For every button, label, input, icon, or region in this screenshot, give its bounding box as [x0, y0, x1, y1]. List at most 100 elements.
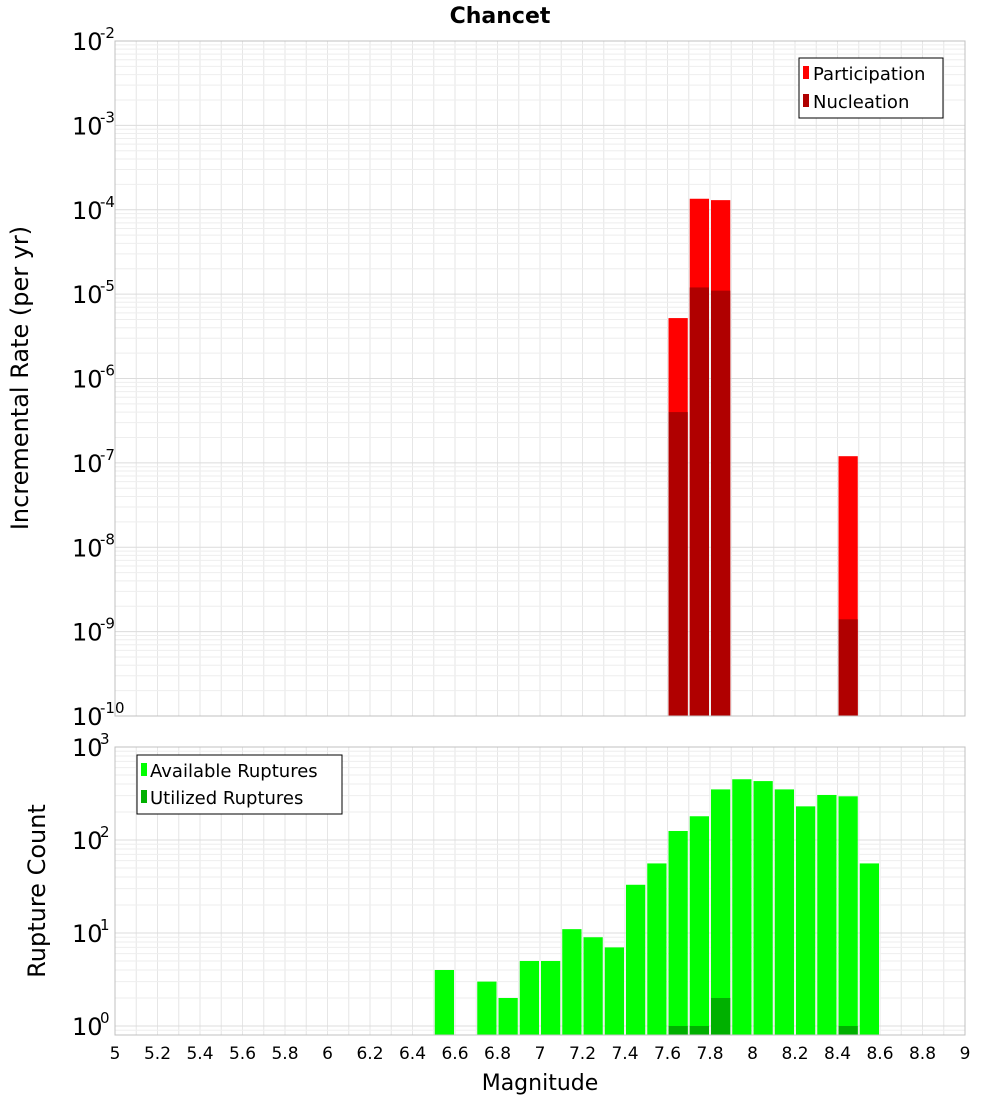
top-y-tick-label: 10 — [72, 366, 103, 394]
legend-swatch-available — [141, 763, 147, 776]
top-bar-nucleation — [838, 619, 858, 716]
top-y-tick-exponent: -4 — [100, 193, 115, 211]
x-tick-label: 5.2 — [144, 1044, 171, 1064]
top-y-tick-label: 10 — [72, 534, 103, 562]
bottom-bar-available-ruptures — [604, 947, 624, 1035]
top-legend-box — [798, 57, 944, 119]
bottom-bar-available-ruptures — [541, 960, 561, 1035]
bottom-bars — [434, 779, 879, 1035]
legend-label-nucleation: Nucleation — [813, 92, 909, 113]
x-ticks: 5 5.2 5.4 5.6 5.8 6 6.2 6.4 6.6 6.8 7 7.2 7.4 7.6 7.8 8… — [110, 1044, 971, 1064]
bottom-y-tick-exponent: 2 — [100, 823, 110, 841]
top-y-tick-label: 10 — [72, 450, 103, 478]
x-tick-label: 8.2 — [781, 1044, 808, 1064]
legend-swatch-utilized — [141, 790, 147, 803]
bottom-bar-available-ruptures — [753, 781, 773, 1035]
legend-label-available: Available Ruptures — [150, 761, 318, 782]
bottom-bar-available-ruptures — [774, 789, 794, 1035]
top-bar-nucleation — [711, 290, 731, 716]
x-tick-label: 6.8 — [484, 1044, 511, 1064]
x-tick-label: 8 — [747, 1044, 758, 1064]
x-tick-label: 6.4 — [399, 1044, 426, 1064]
bottom-bar-available-ruptures — [498, 997, 518, 1035]
bottom-y-tick-label: 10 — [72, 920, 103, 948]
x-tick-label: 7.4 — [611, 1044, 638, 1064]
x-tick-label: 5.4 — [186, 1044, 213, 1064]
x-tick-label: 8.8 — [909, 1044, 936, 1064]
top-y-tick-label: 10 — [72, 28, 103, 56]
legend-swatch-participation — [803, 66, 809, 79]
top-bar-nucleation — [689, 287, 709, 716]
bottom-bar-available-ruptures — [647, 863, 667, 1035]
x-axis-label: Magnitude — [482, 1071, 599, 1096]
bottom-y-tick-label: 10 — [72, 1013, 103, 1041]
bottom-y-tick-exponent: 3 — [100, 730, 110, 748]
chart-title: Chancet — [450, 4, 551, 29]
bottom-bar-utilized-ruptures — [668, 1025, 688, 1035]
bottom-bar-available-ruptures — [519, 960, 539, 1035]
bottom-bar-available-ruptures — [817, 794, 837, 1035]
bottom-bar-available-ruptures — [859, 863, 879, 1035]
bottom-bar-available-ruptures — [477, 981, 497, 1035]
bottom-legend-box — [136, 754, 343, 815]
bottom-bar-available-ruptures — [583, 937, 603, 1035]
bottom-y-tick-exponent: 0 — [100, 1009, 110, 1027]
bottom-y-tick-exponent: 1 — [100, 916, 110, 934]
bottom-bar-available-ruptures — [838, 796, 858, 1035]
bottom-bar-utilized-ruptures — [689, 1025, 709, 1035]
x-tick-label: 5.8 — [271, 1044, 298, 1064]
bottom-y-tick-label: 10 — [72, 734, 103, 762]
bottom-bar-utilized-ruptures — [838, 1025, 858, 1035]
bottom-y-tick-label: 10 — [72, 827, 103, 855]
x-tick-label: 6 — [322, 1044, 333, 1064]
top-y-tick-label: 10 — [72, 112, 103, 140]
bottom-plot-frame — [114, 746, 966, 1036]
top-y-tick-exponent: -6 — [100, 362, 115, 380]
top-grid — [114, 41, 966, 717]
x-tick-label: 5 — [110, 1044, 121, 1064]
top-y-tick-label: 10 — [72, 197, 103, 225]
bottom-y-axis-label: Rupture Count — [23, 804, 51, 978]
top-y-tick-exponent: -3 — [100, 108, 115, 126]
top-y-tick-label: 10 — [72, 619, 103, 647]
bottom-bar-available-ruptures — [732, 779, 752, 1035]
top-bars — [668, 198, 858, 717]
top-plot-frame — [114, 40, 966, 717]
top-y-tick-exponent: -7 — [100, 446, 115, 464]
x-tick-label: 9 — [960, 1044, 971, 1064]
x-tick-label: 8.4 — [824, 1044, 851, 1064]
legend-label-utilized: Utilized Ruptures — [150, 788, 303, 809]
legend-swatch-nucleation — [803, 94, 809, 107]
top-y-tick-exponent: -8 — [100, 530, 115, 548]
bottom-bar-available-ruptures — [796, 806, 816, 1035]
top-y-tick-exponent: -5 — [100, 277, 115, 295]
bottom-bar-available-ruptures — [434, 969, 454, 1035]
x-tick-label: 6.2 — [356, 1044, 383, 1064]
x-tick-label: 6.6 — [441, 1044, 468, 1064]
top-y-tick-label: 10 — [72, 703, 103, 731]
bottom-bar-available-ruptures — [689, 816, 709, 1035]
bottom-legend: Available Ruptures Utilized Ruptures — [136, 754, 343, 815]
legend-label-participation: Participation — [813, 64, 925, 85]
bottom-bar-utilized-ruptures — [711, 997, 731, 1035]
top-y-tick-exponent: -9 — [100, 615, 115, 633]
bottom-bar-available-ruptures — [626, 884, 646, 1035]
bottom-bar-available-ruptures — [562, 929, 582, 1035]
x-tick-label: 7 — [535, 1044, 546, 1064]
top-bar-nucleation — [668, 412, 688, 716]
bottom-bar-available-ruptures — [711, 789, 731, 1035]
top-y-axis-label: Incremental Rate (per yr) — [6, 226, 34, 530]
bottom-bar-available-ruptures — [668, 830, 688, 1035]
x-tick-label: 7.6 — [654, 1044, 681, 1064]
x-tick-label: 8.6 — [866, 1044, 893, 1064]
x-tick-label: 5.6 — [229, 1044, 256, 1064]
top-y-tick-exponent: -10 — [100, 699, 125, 717]
top-y-tick-label: 10 — [72, 281, 103, 309]
x-tick-label: 7.8 — [696, 1044, 723, 1064]
top-legend: Participation Nucleation — [798, 57, 944, 119]
